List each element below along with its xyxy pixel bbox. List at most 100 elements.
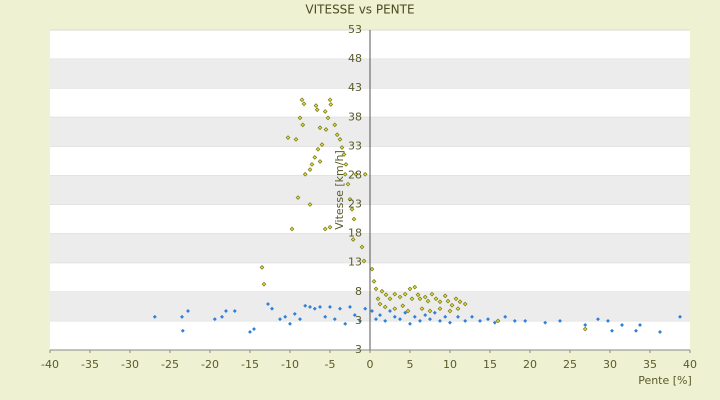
- point: [322, 109, 328, 114]
- point: [338, 306, 342, 311]
- point: [353, 171, 359, 177]
- point: [408, 321, 412, 326]
- point: [543, 320, 548, 325]
- point: [438, 318, 442, 323]
- x-tick-label: 25: [563, 358, 577, 371]
- point: [343, 321, 348, 326]
- x-tick-label: -40: [41, 358, 59, 371]
- point: [322, 226, 328, 232]
- point: [186, 309, 190, 313]
- point: [323, 314, 328, 319]
- point: [343, 162, 349, 167]
- point: [425, 298, 431, 304]
- point: [152, 314, 157, 319]
- point: [350, 237, 356, 242]
- x-tick-label: -25: [161, 358, 179, 371]
- point: [318, 304, 322, 309]
- y-tick-label: 13: [348, 256, 362, 269]
- point: [478, 318, 482, 323]
- y-tick-label: 18: [348, 227, 362, 240]
- point: [328, 304, 332, 309]
- point: [315, 146, 321, 152]
- point: [634, 328, 638, 333]
- point: [463, 318, 468, 323]
- point: [332, 317, 337, 322]
- point: [334, 132, 340, 138]
- point: [299, 97, 305, 103]
- y-tick-label: 3: [355, 314, 362, 327]
- point: [405, 308, 411, 314]
- point: [456, 314, 460, 319]
- point: [248, 329, 252, 334]
- x-tick-label: 40: [683, 358, 697, 371]
- point: [283, 314, 288, 319]
- point: [443, 314, 448, 319]
- point: [449, 302, 455, 308]
- point: [312, 155, 318, 160]
- point: [370, 309, 374, 313]
- point: [419, 306, 425, 312]
- point: [351, 216, 357, 222]
- point: [297, 115, 303, 121]
- point: [486, 317, 490, 322]
- x-tick-label: -15: [241, 358, 259, 371]
- point: [377, 301, 383, 307]
- point: [349, 206, 355, 212]
- point: [308, 304, 312, 309]
- point: [288, 321, 292, 326]
- point: [455, 306, 461, 312]
- point: [352, 313, 357, 318]
- point: [300, 122, 306, 128]
- point: [582, 326, 588, 332]
- point: [432, 310, 437, 315]
- point: [433, 296, 439, 302]
- point: [447, 308, 453, 314]
- point: [658, 329, 662, 334]
- y-tick-label: 48: [348, 52, 362, 65]
- point: [512, 318, 517, 323]
- y-tick-label: 53: [348, 23, 362, 36]
- point: [339, 145, 345, 150]
- point: [261, 281, 267, 287]
- point: [392, 314, 397, 319]
- point: [375, 296, 381, 302]
- y-tick-label: 23: [348, 198, 362, 211]
- point: [180, 314, 184, 319]
- point: [470, 314, 474, 319]
- point: [409, 296, 415, 302]
- point: [415, 292, 421, 298]
- point: [314, 107, 320, 113]
- point: [259, 265, 265, 270]
- x-axis-title: Pente [%]: [638, 374, 692, 387]
- point: [418, 318, 422, 323]
- point: [392, 291, 398, 297]
- point: [220, 314, 224, 319]
- x-tick-label: 35: [643, 358, 657, 371]
- point: [437, 306, 443, 312]
- x-tick-label: -5: [325, 358, 336, 371]
- point: [388, 309, 392, 313]
- point: [361, 258, 367, 264]
- point: [503, 314, 508, 319]
- point: [232, 309, 237, 313]
- point: [302, 171, 308, 177]
- point: [363, 306, 368, 311]
- point: [620, 323, 624, 327]
- point: [457, 299, 463, 305]
- point: [298, 317, 302, 322]
- point: [345, 181, 351, 187]
- point: [383, 292, 389, 298]
- point: [423, 313, 428, 318]
- point: [445, 298, 451, 304]
- y-tick-label: 43: [348, 81, 362, 94]
- point: [596, 317, 600, 322]
- point: [307, 167, 313, 173]
- point: [295, 195, 301, 200]
- point: [383, 318, 388, 323]
- point: [362, 171, 368, 177]
- point: [382, 304, 388, 310]
- point: [301, 101, 307, 107]
- point: [307, 202, 313, 207]
- point: [442, 293, 448, 299]
